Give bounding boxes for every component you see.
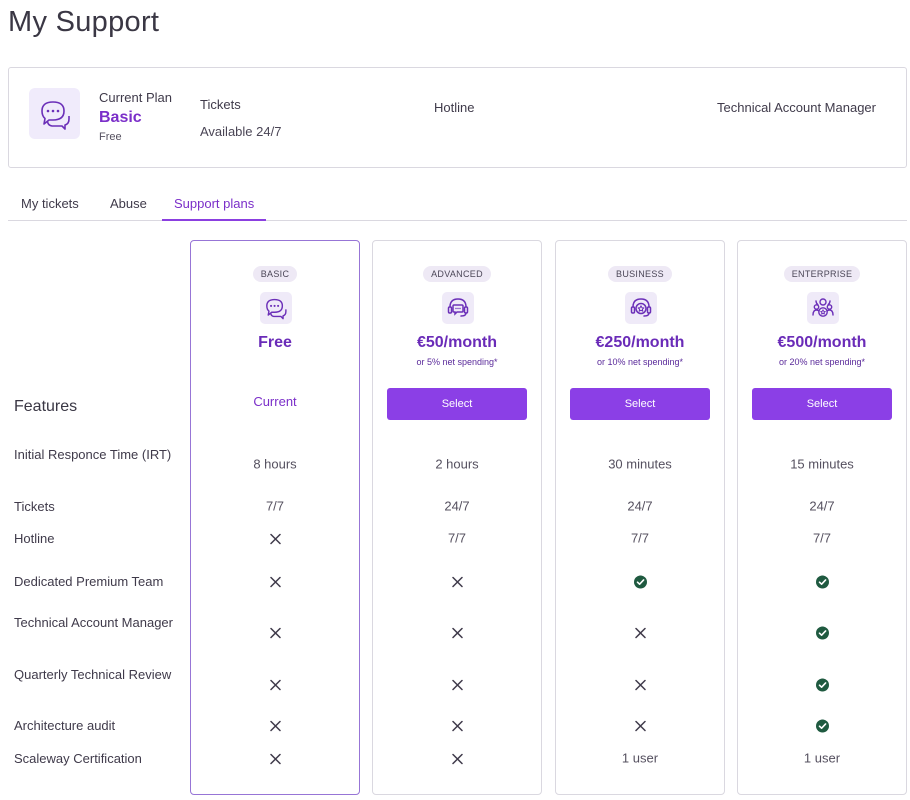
page-title: My Support <box>8 6 160 38</box>
current-plan-tam: Technical Account Manager <box>717 100 876 115</box>
feature-label: Initial Responce Time (IRT) <box>14 447 172 462</box>
feature-value: 24/7 <box>809 498 835 514</box>
tickets-title: Tickets <box>200 97 241 112</box>
not-included-icon <box>372 625 542 640</box>
plan-spending-note: or 5% net spending* <box>416 357 498 367</box>
not-included-icon <box>190 625 360 640</box>
current-plan-name: Basic <box>99 109 142 126</box>
feature-value: 24/7 <box>627 498 653 514</box>
plan-badge: ENTERPRISE <box>783 266 861 282</box>
plan-badge: ADVANCED <box>423 266 491 282</box>
current-plan-price: Free <box>99 131 122 143</box>
hotline-title: Hotline <box>434 100 475 115</box>
feature-value: 15 minutes <box>790 456 854 472</box>
feature-value: 2 hours <box>435 456 479 472</box>
team-star-icon <box>807 292 839 324</box>
tab-support-plans[interactable]: Support plans <box>162 185 267 221</box>
feature-value: 7/7 <box>812 530 832 546</box>
plan-badge: BUSINESS <box>608 266 672 282</box>
check-circle-icon <box>737 624 907 640</box>
support-tabs: My tickets Abuse Support plans <box>8 185 907 221</box>
current-plan-tickets: Tickets Available 24/7 <box>200 97 281 139</box>
current-plan-hotline: Hotline <box>434 100 474 115</box>
chat-bubbles-icon <box>260 292 292 324</box>
select-business-button[interactable]: Select <box>570 388 710 420</box>
not-included-icon <box>190 531 360 546</box>
select-advanced-button[interactable]: Select <box>387 388 527 420</box>
feature-value: 30 minutes <box>608 456 672 472</box>
feature-value: 1 user <box>621 750 659 766</box>
feature-value: 24/7 <box>444 498 470 514</box>
headset-chat-icon <box>442 292 474 324</box>
tickets-availability: Available 24/7 <box>200 124 282 139</box>
not-included-icon <box>372 677 542 692</box>
feature-label: Scaleway Certification <box>14 750 142 766</box>
current-plan-label: Current Plan <box>99 90 172 105</box>
tam-title: Technical Account Manager <box>717 100 876 115</box>
feature-value: 1 user <box>803 750 841 766</box>
not-included-icon <box>190 677 360 692</box>
current-plan-info: Current Plan Basic Free <box>99 90 172 143</box>
plan-spending-note: or 20% net spending* <box>778 357 866 367</box>
not-included-icon <box>190 574 360 589</box>
not-included-icon <box>372 751 542 766</box>
tab-abuse[interactable]: Abuse <box>110 196 147 211</box>
plan-price: €250/month <box>595 334 685 351</box>
features-title: Features <box>14 398 78 415</box>
plan-column-basic: BASIC Free Current <box>190 240 360 795</box>
plan-column-business: BUSINESS €250/month or 10% net spending*… <box>555 240 725 795</box>
feature-label: Hotline <box>14 530 55 546</box>
plan-price: €50/month <box>416 334 497 351</box>
not-included-icon <box>555 718 725 733</box>
feature-value: 7/7 <box>630 530 650 546</box>
select-enterprise-button[interactable]: Select <box>752 388 892 420</box>
plan-price: €500/month <box>777 334 867 351</box>
current-plan-card: Current Plan Basic Free Tickets Availabl… <box>8 67 907 168</box>
not-included-icon <box>555 677 725 692</box>
feature-label: Technical Account Manager <box>14 615 173 630</box>
feature-value: 8 hours <box>253 456 297 472</box>
headset-star-icon <box>625 292 657 324</box>
plan-spending-note: or 10% net spending* <box>596 357 684 367</box>
plan-column-advanced: ADVANCED €50/month or 5% net spending* S… <box>372 240 542 795</box>
current-plan-indicator: Current <box>253 394 297 409</box>
not-included-icon <box>555 625 725 640</box>
feature-label: Dedicated Premium Team <box>14 573 164 589</box>
feature-value: 7/7 <box>265 498 285 514</box>
feature-label: Tickets <box>14 498 55 514</box>
tab-my-tickets[interactable]: My tickets <box>21 196 79 211</box>
check-circle-icon <box>737 676 907 692</box>
plan-price: Free <box>258 334 292 351</box>
not-included-icon <box>372 718 542 733</box>
not-included-icon <box>190 718 360 733</box>
check-circle-icon <box>737 573 907 589</box>
plan-column-enterprise: ENTERPRISE €500/month or 20% net spendin… <box>737 240 907 795</box>
feature-value: 7/7 <box>447 530 467 546</box>
not-included-icon <box>372 574 542 589</box>
check-circle-icon <box>555 573 725 589</box>
plan-badge: BASIC <box>252 266 298 282</box>
feature-label: Architecture audit <box>14 717 116 733</box>
check-circle-icon <box>737 717 907 733</box>
not-included-icon <box>190 751 360 766</box>
feature-label: Quarterly Technical Review <box>14 667 172 682</box>
chat-bubbles-icon <box>29 88 80 139</box>
